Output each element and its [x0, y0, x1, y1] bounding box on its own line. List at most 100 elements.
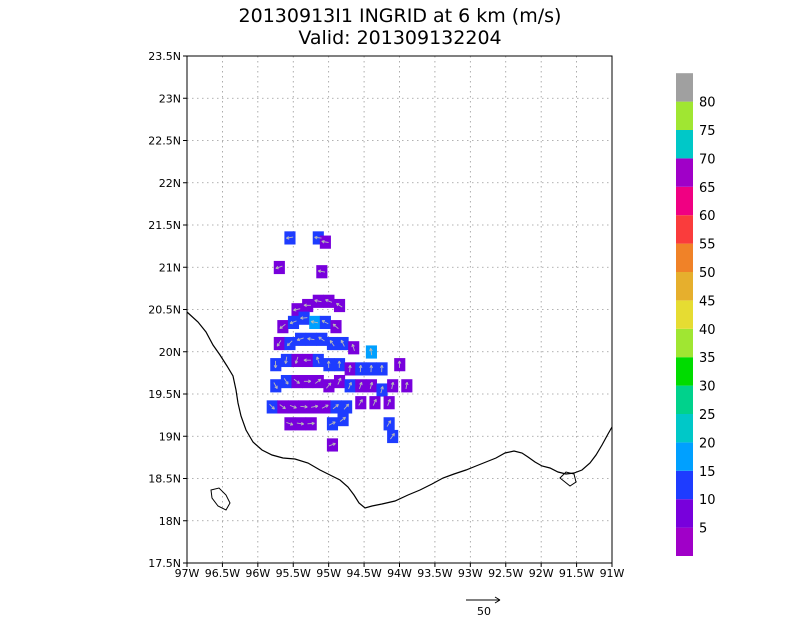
wind-arrow — [328, 442, 336, 447]
island — [210, 487, 231, 511]
wind-arrow — [310, 404, 319, 409]
wind-arrow — [279, 323, 286, 329]
wind-arrow — [284, 356, 288, 364]
wind-arrow — [321, 320, 329, 325]
wind-arrow — [273, 382, 278, 389]
colorbar-label: 65 — [699, 181, 716, 196]
wind-arrow — [279, 404, 286, 410]
colorbar-swatch — [676, 130, 693, 159]
wind-arrow — [343, 403, 350, 410]
wind-arrow — [303, 379, 312, 384]
wind-arrow — [289, 404, 297, 409]
wind-arrow — [276, 340, 282, 347]
wind-arrow — [283, 378, 289, 385]
wind-arrow — [285, 236, 294, 240]
wind-arrow — [310, 320, 319, 324]
wind-arrow — [329, 340, 335, 347]
wind-arrow — [369, 381, 374, 390]
y-tick-label: 20.5N — [148, 304, 181, 317]
colorbar-label: 70 — [699, 152, 716, 167]
wind-arrow — [316, 356, 320, 364]
wind-arrow — [269, 403, 275, 410]
wind-vectors — [269, 235, 409, 447]
colorbar: 5 10 15 20 25 30 35 40 45 50 55 60 65 70 75 80 — [676, 73, 716, 556]
y-tick-label: 21N — [159, 261, 181, 274]
colorbar-label: 50 — [699, 266, 716, 281]
chart-subtitle: Valid: 201309132204 — [298, 27, 501, 49]
y-tick-label: 23N — [159, 92, 181, 105]
wind-arrow — [314, 299, 322, 303]
colorbar-swatch — [676, 300, 693, 329]
x-tick-label: 96.5W — [205, 567, 240, 580]
wind-arrow — [332, 404, 339, 410]
wind-arrow — [337, 360, 342, 368]
wind-arrow — [275, 265, 283, 270]
x-tick-label: 95.5W — [276, 567, 311, 580]
lagoon — [559, 471, 577, 487]
wind-arrow — [405, 381, 409, 390]
wind-arrow — [293, 378, 300, 384]
wind-arrow — [307, 421, 315, 426]
colorbar-swatch — [676, 414, 693, 443]
colorbar-swatch — [676, 470, 693, 500]
colorbar-swatch — [676, 499, 693, 528]
wind-arrow — [314, 235, 322, 240]
wind-arrow — [369, 348, 373, 356]
colorbar-label: 55 — [699, 238, 716, 253]
wind-arrow — [328, 421, 336, 426]
y-tick-label: 20N — [159, 346, 181, 359]
wind-arrow — [339, 416, 347, 422]
wind-arrow — [358, 399, 363, 406]
colorbar-swatch — [676, 527, 693, 556]
wind-speed-cells — [266, 231, 413, 452]
wind-arrow — [300, 316, 308, 320]
y-tick-label: 22.5N — [148, 135, 181, 148]
x-tick-label: 96W — [245, 567, 270, 580]
colorbar-label: 45 — [699, 294, 716, 309]
x-axis-ticks: 97W 96.5W 96W 95.5W 95W 94.5W 94W 93.5W 93W 92.5W… — [175, 563, 625, 580]
wind-arrow — [286, 421, 294, 426]
colorbar-label: 75 — [699, 124, 716, 139]
wind-arrow — [380, 386, 384, 394]
wind-arrow — [289, 320, 297, 325]
wind-arrow — [307, 337, 315, 341]
x-tick-label: 92W — [529, 567, 554, 580]
colorbar-label: 30 — [699, 380, 716, 395]
x-tick-label: 97W — [175, 567, 200, 580]
wind-arrow — [332, 323, 339, 330]
wind-arrow — [390, 381, 395, 390]
x-tick-label: 91.5W — [559, 567, 594, 580]
colorbar-label: 15 — [699, 465, 716, 480]
y-tick-label: 18N — [159, 515, 181, 528]
x-tick-label: 95W — [316, 567, 341, 580]
y-tick-label: 19.5N — [148, 388, 181, 401]
wind-arrow — [359, 381, 363, 390]
y-tick-label: 22N — [159, 177, 181, 190]
wind-arrow — [326, 360, 331, 368]
wind-arrow — [326, 382, 332, 389]
wind-arrow — [293, 308, 301, 312]
x-tick-label: 91W — [600, 567, 625, 580]
wind-arrow — [303, 303, 311, 308]
wind-arrow — [314, 378, 322, 384]
wind-arrow — [321, 404, 329, 409]
chart-title: 20130913I1 INGRID at 6 km (m/s) — [239, 5, 562, 27]
wind-arrow — [340, 339, 345, 347]
wind-arrow — [387, 398, 391, 406]
colorbar-label: 60 — [699, 209, 716, 224]
wind-arrow — [386, 420, 392, 427]
y-tick-label: 19N — [159, 430, 181, 443]
wind-arrow — [303, 358, 311, 362]
colorbar-swatch — [676, 158, 693, 187]
colorbar-swatch — [676, 385, 693, 414]
colorbar-label: 25 — [699, 408, 716, 423]
colorbar-swatch — [676, 357, 693, 386]
x-tick-label: 94.5W — [346, 567, 381, 580]
x-tick-label: 93.5W — [417, 567, 452, 580]
colorbar-swatch — [676, 442, 693, 471]
wind-arrow — [296, 337, 304, 342]
wind-arrow — [348, 364, 352, 373]
wind-arrow — [351, 343, 355, 352]
colorbar-swatch — [676, 186, 693, 216]
